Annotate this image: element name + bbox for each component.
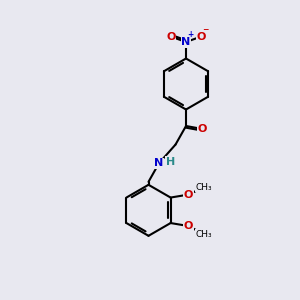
- Text: CH₃: CH₃: [196, 182, 212, 191]
- Text: N: N: [182, 37, 190, 47]
- Text: +: +: [187, 30, 193, 39]
- Text: N: N: [154, 158, 164, 168]
- Text: H: H: [166, 157, 175, 167]
- Text: O: O: [198, 124, 207, 134]
- Text: −: −: [202, 26, 209, 34]
- Text: O: O: [184, 190, 193, 200]
- Text: O: O: [196, 32, 206, 42]
- Text: O: O: [166, 32, 176, 42]
- Text: CH₃: CH₃: [196, 230, 212, 239]
- Text: O: O: [184, 221, 193, 231]
